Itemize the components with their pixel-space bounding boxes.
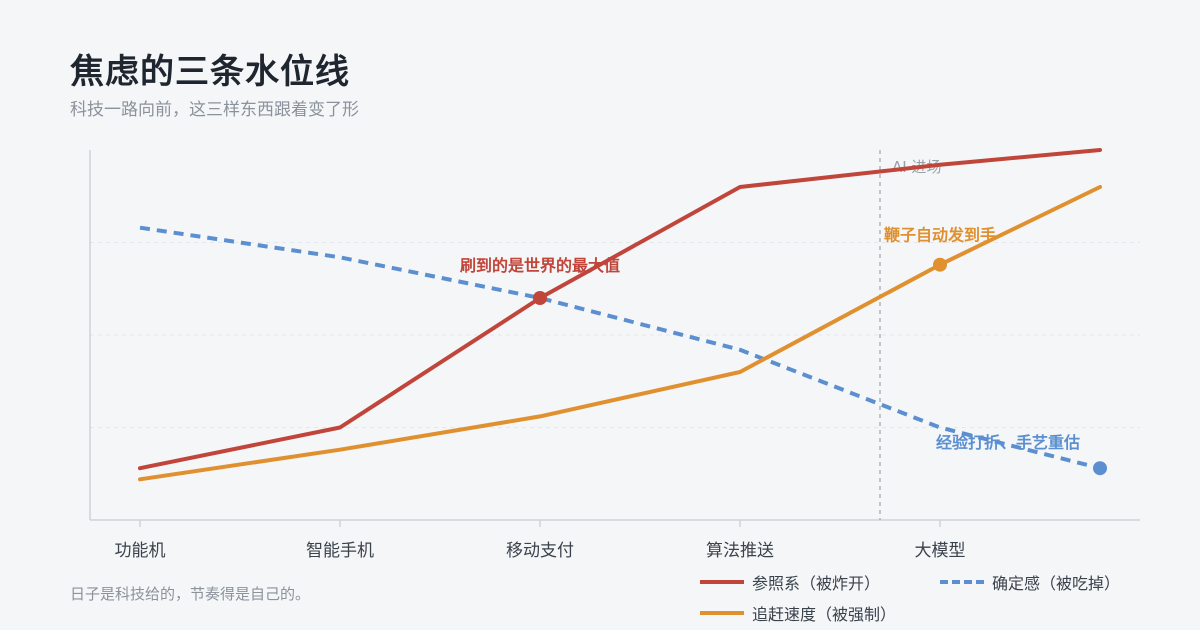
- x-tick-label: 算法推送: [706, 541, 774, 561]
- footer-note: 日子是科技给的，节奏得是自己的。: [70, 585, 311, 603]
- legend-swatch-certainty: [940, 580, 984, 584]
- annotation-label-reference: 刷到的是世界的最大值: [460, 256, 620, 275]
- series-line-certainty: [139, 225, 1101, 471]
- legend-label-catchup: 追赶速度（被强制）: [752, 605, 897, 624]
- annotation-point-catchup: [933, 257, 947, 272]
- legend-item-reference: 参照系（被炸开）: [700, 570, 880, 594]
- legend-swatch-catchup: [700, 611, 744, 615]
- legend-swatch-reference: [700, 580, 744, 584]
- x-tick-label: 智能手机: [306, 541, 374, 561]
- legend-item-certainty: 确定感（被吃掉）: [940, 570, 1120, 594]
- legend-label-reference: 参照系（被炸开）: [752, 574, 881, 593]
- annotation-point-reference: [533, 291, 547, 305]
- chart-title: 焦虑的三条水位线: [70, 52, 350, 92]
- annotation-label-certainty: 经验打折、手艺重估: [936, 433, 1080, 452]
- annotation-point-certainty: [1093, 461, 1107, 476]
- series-line-catchup: [138, 185, 1102, 482]
- annotation-label-catchup: 鞭子自动发到手: [884, 226, 996, 245]
- legend-label-certainty: 确定感（被吃掉）: [992, 574, 1121, 593]
- x-tick-label: 大模型: [915, 541, 966, 561]
- series-line-reference: [138, 148, 1102, 471]
- x-tick-label: 功能机: [115, 541, 166, 561]
- x-tick-label: 移动支付: [506, 541, 574, 561]
- chart-subtitle: 科技一路向前，这三样东西跟着变了形: [70, 100, 359, 120]
- legend-item-catchup: 追赶速度（被强制）: [700, 601, 896, 625]
